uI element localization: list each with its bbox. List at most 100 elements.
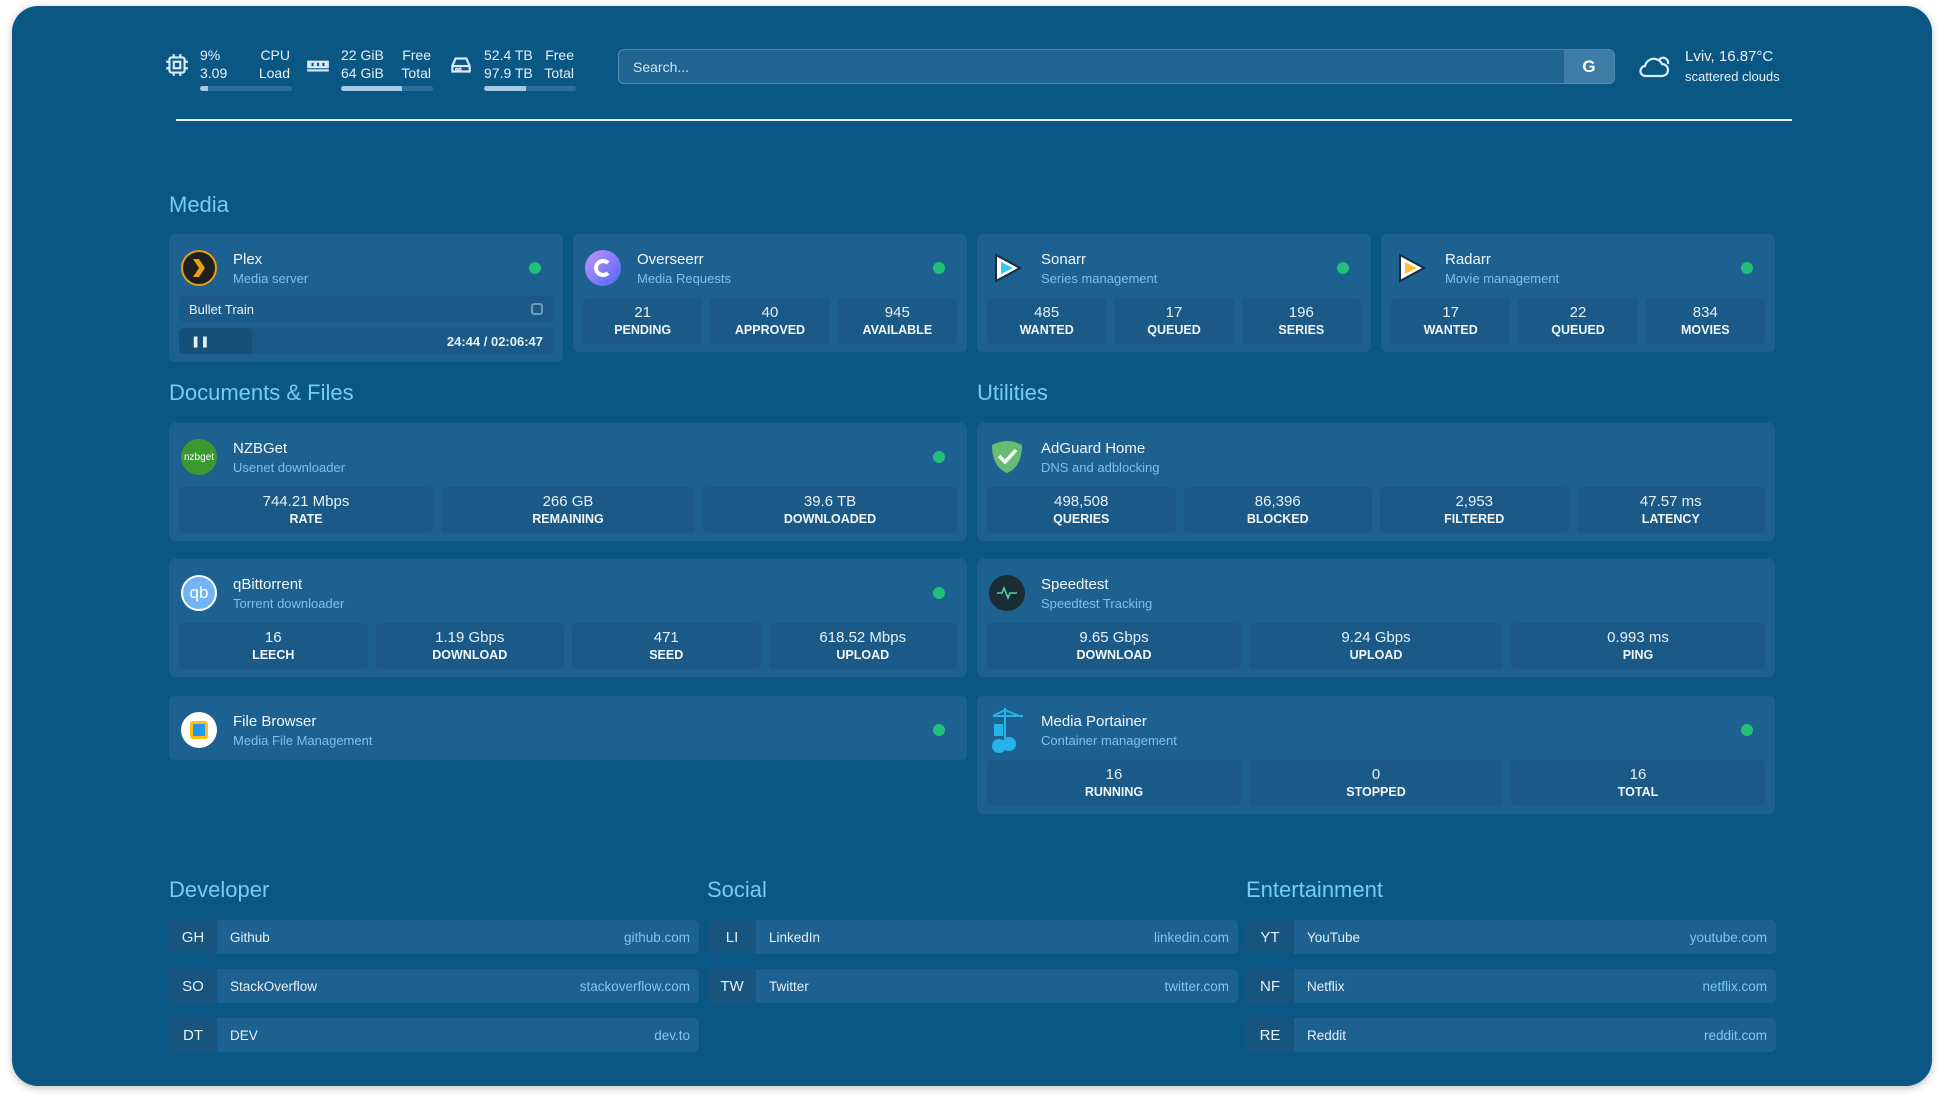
service-name: AdGuard Home [1041,439,1146,457]
bookmark-abbr: DT [169,1018,217,1052]
bookmark-social[interactable]: LI LinkedIn linkedin.com [708,920,1238,954]
bookmark-url: stackoverflow.com [579,978,690,994]
stat-value: 1.19 Gbps [435,629,505,646]
total-label: Total [401,65,431,81]
stat-label: SERIES [1278,323,1325,337]
service-name: Sonarr [1041,250,1087,268]
stat-value: 471 [653,629,679,646]
status-dot [933,262,945,274]
stats-row: 9.65 Gbps DOWNLOAD 9.24 Gbps UPLOAD 0.993 ms… [987,623,1765,669]
disk-widget: 52.4 TB Free 97.9 TB Total [448,46,576,91]
portainer-logo-icon [987,708,1041,753]
service-card-overseerr[interactable]: Overseerr Media Requests 21 PENDING 40 APPR… [573,234,967,352]
search-provider-button[interactable]: G [1564,50,1614,83]
adguard-logo-icon [987,439,1041,475]
bookmark-name: Netflix [1307,978,1345,994]
stat-label: UPLOAD [1349,648,1403,662]
overseerr-logo-icon [583,250,637,286]
stat-block: 16 TOTAL [1511,760,1765,806]
service-card-portainer[interactable]: Media Portainer Container management 16 R… [977,696,1775,814]
service-card-radarr[interactable]: Radarr Movie management 17 WANTED 22 QUEUED… [1381,234,1775,352]
stat-block: 17 WANTED [1391,298,1511,344]
bookmark-abbr: LI [708,920,756,954]
service-name: Radarr [1445,250,1491,268]
stat-label: QUEUED [1147,323,1201,337]
stat-value: 39.6 TB [803,493,857,510]
bookmark-url: reddit.com [1703,1027,1767,1043]
stat-block: 618.52 Mbps UPLOAD [768,623,957,669]
stat-block: 485 WANTED [987,298,1107,344]
bookmark-developer[interactable]: DT DEV dev.to [169,1018,699,1052]
bookmark-url: youtube.com [1689,929,1767,945]
stats-row: 16 LEECH 1.19 Gbps DOWNLOAD 471 SEED 618.52 Mb… [179,623,957,669]
memory-bar [341,86,433,91]
bookmark-abbr: NF [1246,969,1294,1003]
bookmark-developer[interactable]: GH Github github.com [169,920,699,954]
stat-value: 17 [1442,304,1459,321]
stat-label: LATENCY [1641,512,1700,526]
dashboard: 9% CPU 3.09 Load 22 GiB Free 64 GiB Total 52… [12,6,1932,1086]
stat-label: DOWNLOAD [1076,648,1152,662]
service-name: Plex [233,250,263,268]
service-description: DNS and adblocking [1041,459,1160,475]
service-description: Series management [1041,270,1158,286]
stat-block: 744.21 Mbps RATE [179,487,433,533]
stat-label: PENDING [614,323,672,337]
service-name: qBittorrent [233,575,303,593]
stat-label: AVAILABLE [862,323,933,337]
stats-row: 498,508 QUERIES 86,396 BLOCKED 2,953 FILTERED… [987,487,1765,533]
stat-label: DOWNLOAD [432,648,508,662]
bookmark-entertainment[interactable]: YT YouTube youtube.com [1246,920,1776,954]
bookmark-url: github.com [623,929,690,945]
stat-block: 22 QUEUED [1518,298,1638,344]
stat-label: UPLOAD [836,648,890,662]
service-card-adguard[interactable]: AdGuard Home DNS and adblocking 498,508 Q… [977,423,1775,541]
status-dot [933,587,945,599]
status-dot [1741,262,1753,274]
transcode-icon [531,303,543,315]
stat-value: 834 [1692,304,1718,321]
service-card-filebrowser[interactable]: File Browser Media File Management [169,696,967,760]
disk-total: 97.9 TB [484,65,533,81]
stat-label: PING [1622,648,1654,662]
stat-block: 40 APPROVED [710,298,830,344]
service-description: Media Requests [637,270,731,286]
bookmark-name: LinkedIn [769,929,821,945]
service-card-sonarr[interactable]: Sonarr Series management 485 WANTED 17 QUEU… [977,234,1371,352]
service-card-qbittorrent[interactable]: qb qBittorrent Torrent downloader 16 LEEC… [169,559,967,677]
stat-value: 485 [1034,304,1060,321]
search-input[interactable] [619,50,1564,83]
bookmark-entertainment[interactable]: NF Netflix netflix.com [1246,969,1776,1003]
bookmark-url: netflix.com [1702,978,1767,994]
service-card-plex[interactable]: Plex Media server Bullet Train ❚❚ 24:44 … [169,234,563,362]
stat-value: 0 [1371,766,1381,783]
bookmark-social[interactable]: TW Twitter twitter.com [708,969,1238,1003]
nzbget-logo-icon: nzbget [179,439,233,475]
service-description: Container management [1041,732,1177,748]
free-label: Free [545,47,574,63]
stats-row: 485 WANTED 17 QUEUED 196 SERIES [987,298,1361,344]
service-name: Overseerr [637,250,704,268]
status-dot [1337,262,1349,274]
stat-block: 17 QUEUED [1114,298,1234,344]
stat-block: 39.6 TB DOWNLOADED [703,487,957,533]
memory-total: 64 GiB [341,65,384,81]
search-bar: G [618,49,1615,84]
stat-label: REMAINING [532,512,604,526]
stat-value: 2,953 [1455,493,1494,510]
stat-block: 21 PENDING [583,298,703,344]
bookmark-developer[interactable]: SO StackOverflow stackoverflow.com [169,969,699,1003]
stat-value: 618.52 Mbps [819,629,907,646]
bookmark-url: dev.to [654,1027,690,1043]
stat-label: BLOCKED [1246,512,1309,526]
weather-location: Lviv, 16.87°C [1685,48,1774,65]
stat-block: 266 GB REMAINING [441,487,695,533]
pause-icon[interactable]: ❚❚ [191,335,210,348]
service-name: File Browser [233,712,317,730]
service-card-speedtest[interactable]: Speedtest Speedtest Tracking 9.65 Gbps DO… [977,559,1775,677]
bookmark-abbr: GH [169,920,217,954]
stat-value: 47.57 ms [1639,493,1702,510]
stat-block: 16 LEECH [179,623,368,669]
service-card-nzbget[interactable]: nzbget NZBGet Usenet downloader 744.21 M… [169,423,967,541]
bookmark-entertainment[interactable]: RE Reddit reddit.com [1246,1018,1776,1052]
